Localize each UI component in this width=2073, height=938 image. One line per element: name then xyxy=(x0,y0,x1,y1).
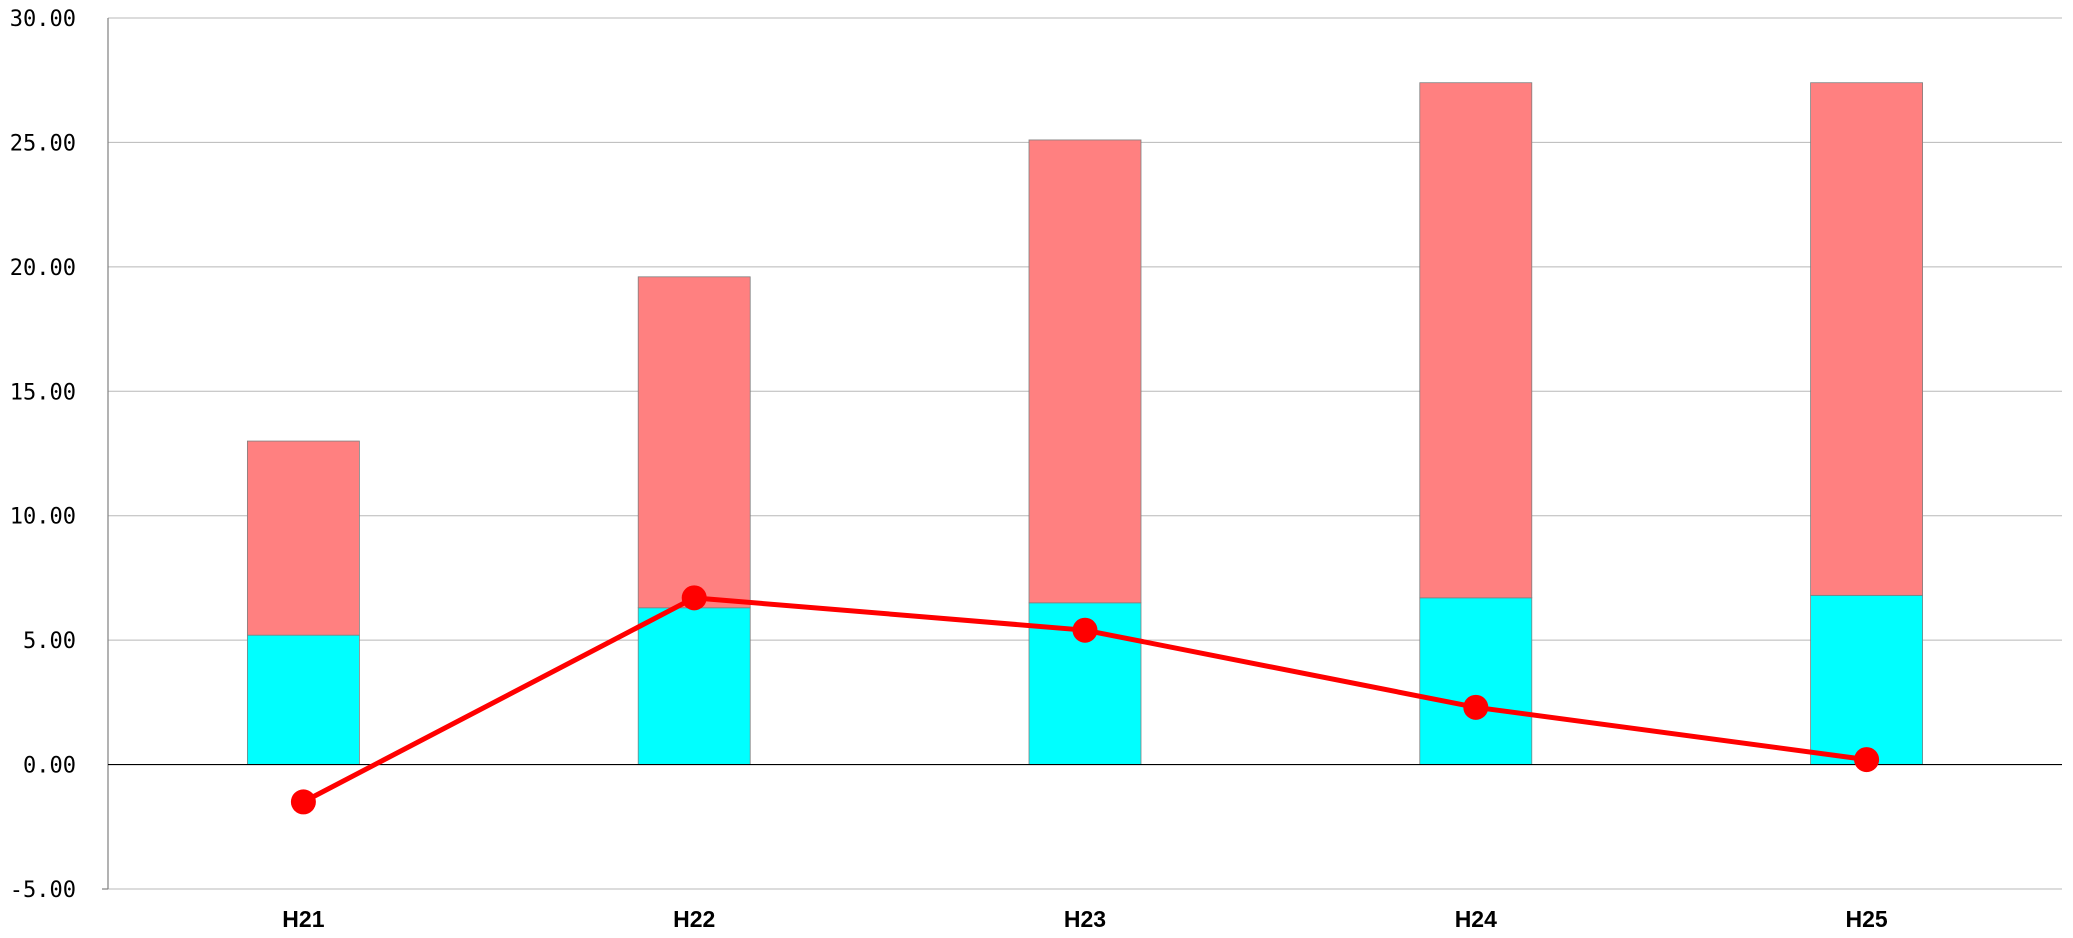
line-series xyxy=(290,585,1880,815)
x-tick-label: H21 xyxy=(282,906,324,932)
bar-segment xyxy=(637,607,751,765)
y-tick-label: 5.00 xyxy=(23,629,76,654)
line-point xyxy=(290,789,316,815)
bar-segment xyxy=(1028,139,1142,604)
y-tick-label: 30.00 xyxy=(10,7,76,32)
line-point xyxy=(681,585,707,611)
bar-segment xyxy=(637,276,751,609)
line-point xyxy=(1854,747,1880,773)
line-point xyxy=(1463,694,1489,720)
x-tick-label: H25 xyxy=(1845,906,1887,932)
y-tick-label: 15.00 xyxy=(10,380,76,405)
y-tick-label: -5.00 xyxy=(10,878,76,903)
bar-segment xyxy=(1810,594,1923,765)
bar-segment xyxy=(1810,82,1923,596)
axes xyxy=(102,18,2062,890)
tick-labels: -5.00 0.00 5.00 10.00 15.00 20.00 25.00 30.00 H2… xyxy=(10,7,1888,932)
bar-segment xyxy=(246,440,360,636)
y-tick-label: 0.00 xyxy=(23,754,76,779)
bar-segment xyxy=(1419,597,1533,765)
bar-segment xyxy=(246,634,360,765)
x-tick-label: H23 xyxy=(1064,906,1106,932)
y-tick-label: 20.00 xyxy=(10,256,76,281)
y-tick-label: 10.00 xyxy=(10,505,76,530)
bar-segment xyxy=(1419,82,1533,599)
line-point xyxy=(1072,617,1098,643)
bars xyxy=(246,82,1923,765)
x-tick-label: H22 xyxy=(673,906,715,932)
x-tick-label: H24 xyxy=(1455,906,1497,932)
y-tick-label: 25.00 xyxy=(10,131,76,156)
